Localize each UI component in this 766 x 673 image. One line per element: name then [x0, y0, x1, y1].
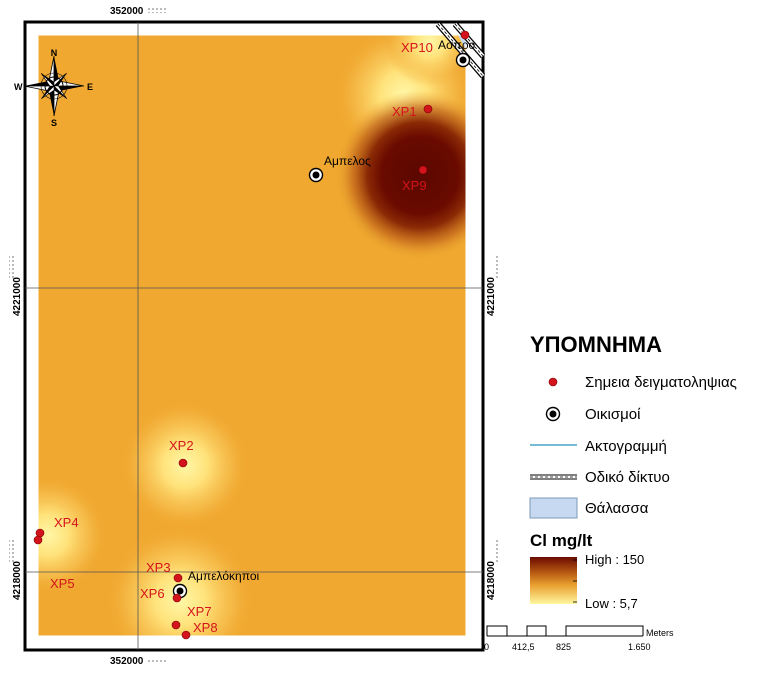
- cl-raster: [38, 35, 466, 636]
- sea-icon: [529, 497, 578, 519]
- scale-tick-2: 825: [556, 642, 571, 652]
- south-label: S: [51, 118, 57, 128]
- west-label: W: [14, 82, 23, 92]
- scale-bar: 0 412,5 825 1.650 Meters: [484, 625, 674, 652]
- sample-xp10: XP10: [401, 30, 470, 55]
- east-label: E: [87, 82, 93, 92]
- sample-label: XP9: [402, 178, 427, 193]
- sample-label: XP8: [193, 620, 218, 635]
- graticule: [25, 22, 483, 650]
- sample-xp3: XP3: [146, 560, 183, 583]
- grid-label-left-top: 4221000: [12, 277, 23, 316]
- settlement-label: Αμπελόκηποι: [188, 569, 259, 583]
- sample-label: XP1: [392, 104, 417, 119]
- settlement-icon: [545, 406, 561, 422]
- grid-label-right-bottom: 4218000: [486, 561, 497, 600]
- sample-xp5: XP5: [33, 535, 75, 591]
- legend-item-settlements: Οικισμοί: [585, 406, 641, 423]
- sample-label: XP2: [169, 438, 194, 453]
- sample-xp6: XP6: [140, 586, 182, 603]
- settlements: Αμπελος Αμπελόκηποι Ασπρο: [172, 38, 476, 599]
- scale-tick-1: 412,5: [512, 642, 535, 652]
- grid-labels: 352000 352000 4221000 4218000 4221000 42…: [9, 6, 499, 667]
- legend-raster-title: Cl mg/lt: [530, 531, 593, 550]
- sample-xp2: XP2: [169, 438, 194, 468]
- scale-tick-3: 1.650: [628, 642, 651, 652]
- legend-title: ΥΠΟΜΝΗΜΑ: [530, 332, 662, 357]
- sample-label: XP3: [146, 560, 171, 575]
- road-network: [435, 22, 486, 78]
- high-zone-xp9: [335, 90, 466, 260]
- north-label: N: [51, 48, 58, 58]
- sample-label: XP10: [401, 40, 433, 55]
- sample-label: XP7: [187, 604, 212, 619]
- legend-low: Low : 5,7: [585, 596, 638, 611]
- sample-xp1: XP1: [392, 104, 433, 119]
- sample-xp9: XP9: [402, 165, 428, 193]
- legend-item-coastline: Ακτογραμμή: [585, 438, 667, 455]
- sample-xp8: XP8: [181, 620, 218, 640]
- sample-point-icon: [548, 377, 558, 387]
- settlement-label: Ασπρο: [438, 38, 476, 52]
- sample-xp7: XP7: [171, 604, 212, 630]
- low-zone-xp10: [385, 35, 466, 87]
- sample-label: XP6: [140, 586, 165, 601]
- color-ramp: [530, 557, 577, 604]
- legend-item-roads: Οδικό δίκτυο: [585, 469, 670, 486]
- grid-label-top: 352000: [110, 6, 144, 17]
- settlement-label: Αμπελος: [324, 154, 371, 168]
- grid-label-right-top: 4221000: [486, 277, 497, 316]
- grid-label-left-bottom: 4218000: [12, 561, 23, 600]
- settlement-ampelokipoi: Αμπελόκηποι: [172, 569, 259, 599]
- sample-label: XP5: [50, 576, 75, 591]
- low-zone-xp4: [38, 475, 108, 595]
- legend-item-sea: Θάλασσα: [585, 500, 649, 517]
- sample-points: XP1 XP2 XP3 XP4 XP5 XP6 XP7 XP8 XP9 XP10: [33, 30, 470, 640]
- scale-tick-0: 0: [484, 642, 489, 652]
- north-arrow-icon: N S E W: [14, 48, 93, 128]
- sample-label: XP4: [54, 515, 79, 530]
- legend: ΥΠΟΜΝΗΜΑ Σημεια δειγματοληψιας Οικισμοί …: [529, 332, 737, 611]
- sample-xp4: XP4: [35, 515, 79, 538]
- legend-item-samples: Σημεια δειγματοληψιας: [585, 374, 737, 391]
- settlement-aspiro: Ασπρο: [438, 38, 476, 68]
- scale-unit: Meters: [646, 628, 674, 638]
- legend-high: High : 150: [585, 552, 644, 567]
- settlement-ampelos: Αμπελος: [308, 154, 371, 183]
- grid-label-bottom: 352000: [110, 656, 144, 667]
